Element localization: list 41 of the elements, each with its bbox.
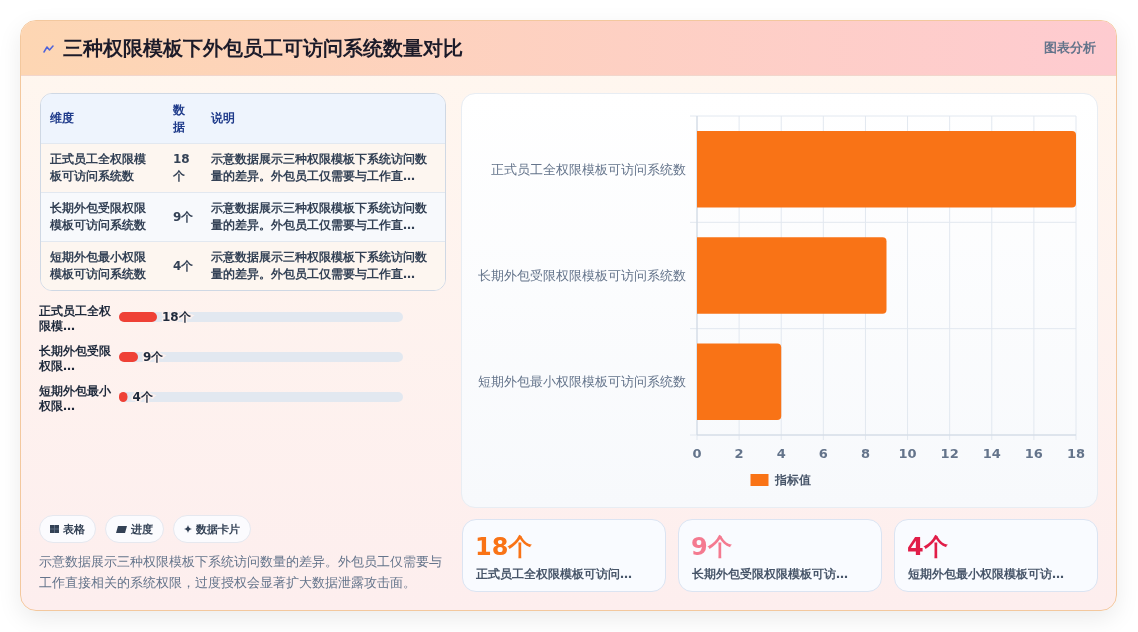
data-label: 9个 — [143, 350, 165, 364]
text: 数据 — [173, 101, 186, 136]
text: 表格 — [63, 521, 85, 537]
y-tick-label: 长期外包受限权限… — [38, 344, 112, 373]
text: 维度 — [50, 110, 74, 127]
x-tick-label: 0 — [692, 445, 702, 461]
text: 正式员工全权限模板可访问… — [476, 566, 632, 582]
legend-label: 指标值 — [773, 473, 811, 487]
y-tick-label: 正式员工全权限模板可访问系统数 — [491, 161, 686, 177]
x-tick-label: 12 — [940, 445, 959, 461]
text: 示意数据展示三种权限模板下系统访问数量的差异。外包员工仅需要与工作直… — [211, 200, 428, 234]
data-label: 4个 — [132, 390, 154, 404]
y-tick-label: 长期外包受限权限模板可访问系统数 — [478, 268, 686, 283]
text: 进度 — [131, 521, 153, 537]
x-tick-label: 4 — [776, 445, 786, 461]
data-label: 18个 — [162, 310, 192, 324]
text: 示意数据展示三种权限模板下系统访问数量的差异。外包员工仅需要与工作直… — [211, 151, 428, 185]
x-tick-label: 16 — [1024, 445, 1043, 461]
x-tick-label: 18 — [1066, 445, 1086, 461]
x-tick-label: 2 — [734, 445, 744, 461]
text: 图表分析 — [1044, 39, 1096, 57]
x-tick-label: 8 — [860, 445, 870, 461]
y-tick-label: 短期外包最小权限模板可访问系统数 — [478, 374, 686, 390]
text: 18个 — [173, 151, 191, 185]
text: 9个 — [173, 208, 194, 226]
x-tick-label: 6 — [818, 445, 828, 461]
x-tick-label: 14 — [982, 445, 1001, 461]
text: 9个 — [691, 532, 732, 562]
y-tick-label: 正式员工全权限模… — [38, 304, 112, 333]
text: 长期外包受限权限模板可访… — [692, 566, 848, 582]
text: 示意数据展示三种权限模板下系统访问数量的差异。外包员工仅需要与工作直接相关的系统权限，过度授权会显著扩大数据泄露攻击面。 — [39, 553, 443, 592]
text: 数据卡片 — [196, 521, 240, 537]
text: 4个 — [173, 257, 194, 275]
x-tick-label: 10 — [898, 445, 917, 461]
text: 短期外包最小权限模板可访… — [908, 566, 1064, 582]
y-tick-label: 短期外包最小权限… — [38, 384, 112, 413]
text: 示意数据展示三种权限模板下系统访问数量的差异。外包员工仅需要与工作直… — [211, 249, 428, 283]
text: 说明 — [211, 110, 235, 127]
text: 18个 — [475, 532, 533, 562]
text: 4个 — [907, 532, 948, 562]
text: 三种权限模板下外包员工可访问系统数量对比 — [63, 35, 463, 62]
